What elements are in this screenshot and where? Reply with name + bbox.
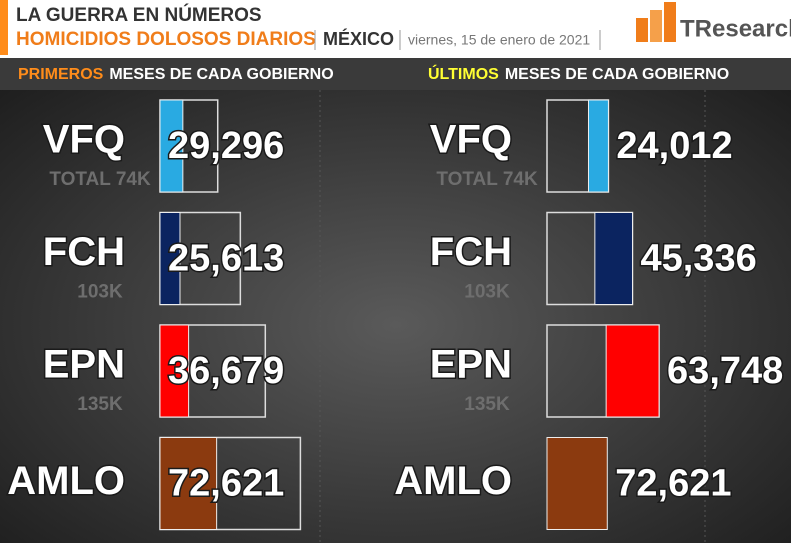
category-label: AMLO (394, 459, 512, 503)
bar (159, 324, 190, 418)
header-stripe (0, 0, 8, 55)
logo-icon (636, 2, 676, 42)
value-label: 63,748 (667, 350, 783, 392)
panel-title: PRIMEROS MESES DE CADA GOBIERNO (18, 66, 334, 83)
bar (159, 437, 218, 530)
total-label: 135K (464, 394, 510, 415)
bar (587, 99, 609, 193)
header-subtitle: HOMICIDIOS DOLOSOS DIARIOS (16, 29, 316, 50)
panel: ÚLTIMOS MESES DE CADA GOBIERNO VFQ TOTAL 74… (393, 64, 785, 530)
panel-title-rest: MESES DE CADA GOBIERNO (505, 66, 729, 83)
panel-bg (0, 58, 791, 543)
panel: PRIMEROS MESES DE CADA GOBIERNO VFQ TOTAL 7… (6, 66, 334, 531)
bar (605, 324, 660, 418)
guides (319, 90, 706, 543)
category-label: EPN (43, 343, 125, 387)
bar (159, 212, 181, 305)
category-label: VFQ (430, 118, 512, 162)
category-label: AMLO (7, 459, 125, 503)
total-label: 135K (77, 394, 123, 415)
category-label: FCH (430, 230, 512, 274)
value-label: 72,621 (168, 463, 284, 505)
bar (594, 212, 633, 305)
header-place: MÉXICO (323, 28, 394, 49)
bar (159, 99, 184, 193)
panel-header-bg (0, 58, 791, 90)
panel-title: ÚLTIMOS MESES DE CADA GOBIERNO (428, 64, 729, 83)
header-title: LA GUERRA EN NÚMEROS (16, 4, 262, 26)
logo-text: TResearch (680, 15, 791, 42)
header-date: viernes, 15 de enero de 2021 (408, 32, 590, 48)
value-label: 24,012 (616, 125, 732, 167)
value-label: 25,613 (168, 238, 284, 280)
bar (546, 437, 608, 530)
value-label: 36,679 (168, 350, 284, 392)
category-label: FCH (43, 230, 125, 274)
category-label: EPN (430, 343, 512, 387)
panel-title-highlight: PRIMEROS (18, 66, 104, 83)
panel-title-rest: MESES DE CADA GOBIERNO (109, 66, 333, 83)
value-label: 29,296 (168, 125, 284, 167)
total-label: 103K (77, 282, 123, 303)
total-label: TOTAL 74K (436, 169, 538, 190)
value-label: 72,621 (615, 463, 731, 505)
total-label: TOTAL 74K (49, 169, 151, 190)
value-label: 45,336 (640, 238, 756, 280)
panel-title-highlight: ÚLTIMOS (428, 64, 499, 83)
category-label: VFQ (43, 118, 125, 162)
total-label: 103K (464, 282, 510, 303)
